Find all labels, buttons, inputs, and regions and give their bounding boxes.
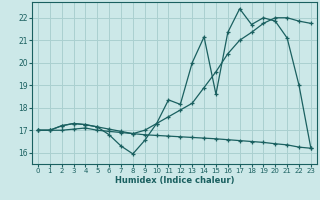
X-axis label: Humidex (Indice chaleur): Humidex (Indice chaleur) (115, 176, 234, 185)
